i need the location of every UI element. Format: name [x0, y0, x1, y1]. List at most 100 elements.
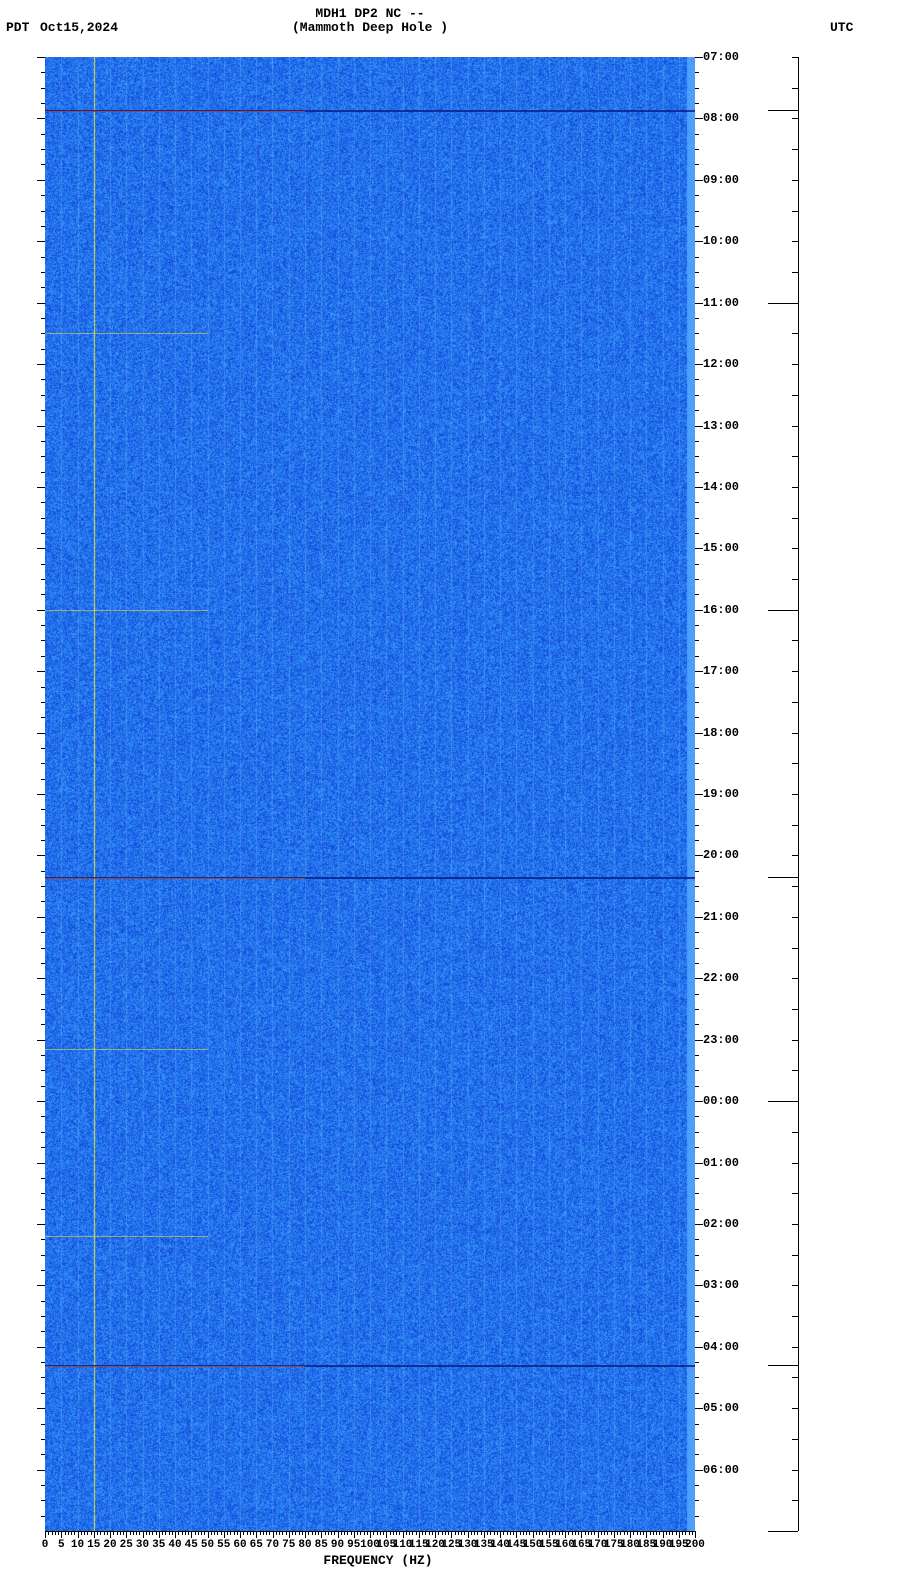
- y-left-tick: [37, 610, 45, 611]
- y-left-tick: [37, 1285, 45, 1286]
- y-right-tick: [695, 671, 703, 672]
- y-right-tick: [695, 1285, 703, 1286]
- x-tick: [159, 1531, 160, 1538]
- y-right-tick-label: 17:00: [703, 664, 739, 678]
- y-right-tick: [695, 978, 703, 979]
- x-tick-label: 95: [347, 1539, 360, 1551]
- x-tick: [370, 1531, 371, 1538]
- event-line: [45, 1049, 208, 1050]
- x-tick: [435, 1531, 436, 1538]
- x-tick-label: 15: [87, 1539, 100, 1551]
- x-tick: [305, 1531, 306, 1538]
- x-tick-label: 45: [185, 1539, 198, 1551]
- x-tick: [321, 1531, 322, 1538]
- x-tick: [61, 1531, 62, 1538]
- y-left-tick: [37, 1408, 45, 1409]
- y-right-tick: [695, 548, 703, 549]
- y-right-tick: [695, 1470, 703, 1471]
- y-right-tick-label: 10:00: [703, 234, 739, 248]
- y-right-tick: [695, 118, 703, 119]
- y-right-tick-label: 13:00: [703, 419, 739, 433]
- x-tick: [289, 1531, 290, 1538]
- y-left-tick: [37, 1163, 45, 1164]
- event-line: [45, 333, 208, 334]
- x-tick-label: 70: [266, 1539, 279, 1551]
- x-tick: [175, 1531, 176, 1538]
- x-tick: [126, 1531, 127, 1538]
- tz-right-label: UTC: [830, 20, 853, 35]
- x-tick: [94, 1531, 95, 1538]
- x-tick-label: 50: [201, 1539, 214, 1551]
- y-left-tick: [37, 548, 45, 549]
- y-right-tick: [695, 487, 703, 488]
- y-left-tick: [37, 57, 45, 58]
- x-tick-label: 75: [282, 1539, 295, 1551]
- event-line: [45, 878, 305, 879]
- x-tick: [581, 1531, 582, 1538]
- x-tick-label: 200: [685, 1539, 705, 1551]
- y-left-tick: [37, 303, 45, 304]
- x-tick: [533, 1531, 534, 1538]
- y-right-tick-label: 22:00: [703, 971, 739, 985]
- event-line: [45, 610, 208, 611]
- x-tick: [240, 1531, 241, 1538]
- y-right-tick-label: 01:00: [703, 1156, 739, 1170]
- x-tick: [191, 1531, 192, 1538]
- x-tick-label: 55: [217, 1539, 230, 1551]
- x-tick: [403, 1531, 404, 1538]
- y-right-tick: [695, 1101, 703, 1102]
- x-tick: [484, 1531, 485, 1538]
- x-tick: [646, 1531, 647, 1538]
- x-tick-label: 85: [315, 1539, 328, 1551]
- y-right-tick: [695, 1347, 703, 1348]
- y-left-tick: [37, 978, 45, 979]
- y-left-tick: [37, 733, 45, 734]
- event-line: [45, 1366, 305, 1367]
- sidebar-major-tick: [768, 877, 798, 878]
- y-right-tick: [695, 57, 703, 58]
- sidebar-major-tick: [768, 1365, 798, 1366]
- x-tick-label: 10: [71, 1539, 84, 1551]
- y-left-tick: [37, 917, 45, 918]
- y-right-tick: [695, 733, 703, 734]
- y-right-tick-label: 06:00: [703, 1463, 739, 1477]
- x-tick: [338, 1531, 339, 1538]
- y-right-tick: [695, 241, 703, 242]
- y-right-tick-label: 04:00: [703, 1340, 739, 1354]
- y-right-tick: [695, 303, 703, 304]
- x-tick-label: 90: [331, 1539, 344, 1551]
- y-left-tick: [37, 1347, 45, 1348]
- y-right-tick-label: 07:00: [703, 50, 739, 64]
- sidebar-major-tick: [768, 110, 798, 111]
- y-right-tick-label: 08:00: [703, 111, 739, 125]
- y-right-tick: [695, 1040, 703, 1041]
- x-tick: [516, 1531, 517, 1538]
- x-tick: [354, 1531, 355, 1538]
- y-left-tick: [37, 1470, 45, 1471]
- x-tick-label: 25: [120, 1539, 133, 1551]
- x-tick: [143, 1531, 144, 1538]
- x-tick-label: 65: [250, 1539, 263, 1551]
- x-tick: [451, 1531, 452, 1538]
- x-tick: [500, 1531, 501, 1538]
- y-right-tick-label: 02:00: [703, 1217, 739, 1231]
- spectrogram-overlay: [45, 57, 695, 1531]
- y-left-tick: [37, 794, 45, 795]
- y-left-tick: [37, 487, 45, 488]
- x-tick: [663, 1531, 664, 1538]
- y-right-tick-label: 00:00: [703, 1094, 739, 1108]
- x-tick-label: 30: [136, 1539, 149, 1551]
- x-tick: [386, 1531, 387, 1538]
- x-tick: [419, 1531, 420, 1538]
- y-left-tick: [37, 1040, 45, 1041]
- x-tick: [565, 1531, 566, 1538]
- y-left-tick: [37, 364, 45, 365]
- x-tick: [630, 1531, 631, 1538]
- y-right-tick-label: 11:00: [703, 296, 739, 310]
- x-tick-label: 0: [42, 1539, 49, 1551]
- y-right-tick-label: 20:00: [703, 848, 739, 862]
- x-tick-label: 60: [233, 1539, 246, 1551]
- x-tick: [468, 1531, 469, 1538]
- x-tick: [256, 1531, 257, 1538]
- y-right-tick-label: 18:00: [703, 726, 739, 740]
